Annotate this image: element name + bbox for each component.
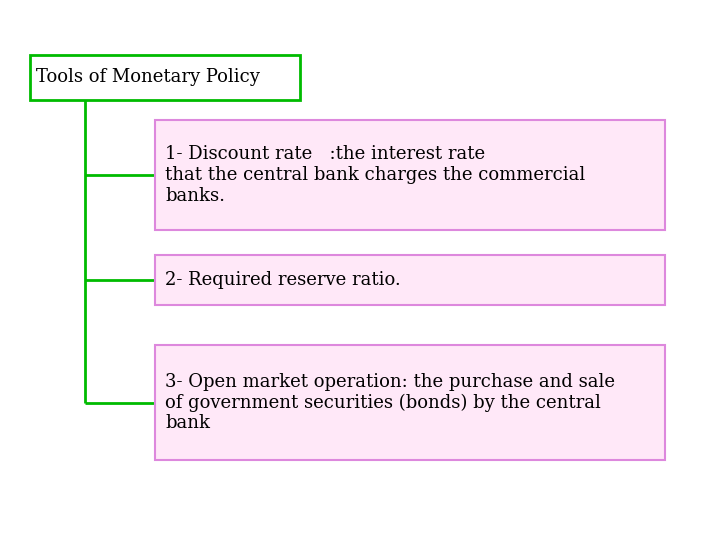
Text: Tools of Monetary Policy: Tools of Monetary Policy: [36, 69, 260, 86]
Text: 2- Required reserve ratio.: 2- Required reserve ratio.: [165, 271, 401, 289]
Text: 3- Open market operation: the purchase and sale
of government securities (bonds): 3- Open market operation: the purchase a…: [165, 373, 615, 433]
Bar: [155, 345, 665, 460]
Bar: [155, 255, 665, 305]
Bar: [30, 55, 300, 100]
Text: 1- Discount rate   :the interest rate
that the central bank charges the commerci: 1- Discount rate :the interest rate that…: [165, 145, 585, 205]
Bar: [155, 120, 665, 230]
